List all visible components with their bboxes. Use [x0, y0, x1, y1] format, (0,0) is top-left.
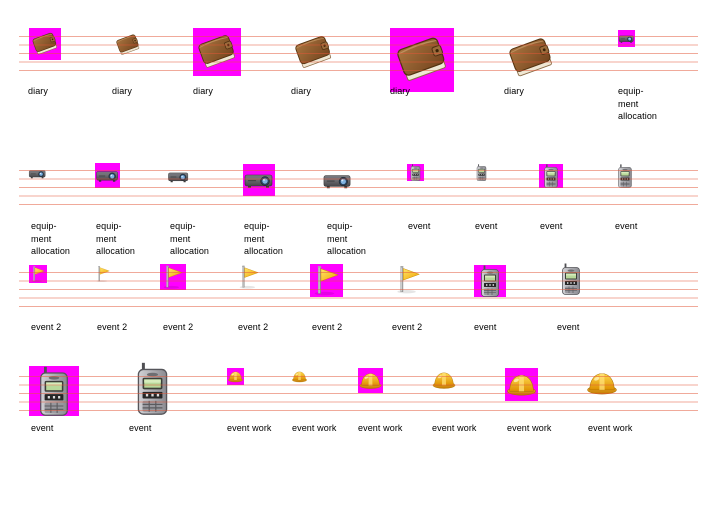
event2-flag-glyph: [310, 264, 343, 297]
icon-label: event work: [358, 423, 403, 433]
equipment-allocation-glyph: [243, 164, 275, 196]
icon-label: event: [615, 221, 638, 231]
event-phone-icon[interactable]: [473, 164, 490, 181]
diary-icon[interactable]: [290, 29, 337, 76]
event2-flag-glyph: [94, 265, 112, 283]
event-work-hat-glyph: [227, 368, 244, 385]
event-work-hat-icon[interactable]: [585, 366, 619, 400]
icon-label: event 2: [97, 322, 128, 332]
icon-label: event 2: [238, 322, 269, 332]
event-work-hat-icon[interactable]: [358, 368, 383, 393]
equipment-allocation-glyph: [618, 30, 635, 47]
icon-label: equip- ment allocation: [96, 221, 136, 256]
equipment-allocation-glyph: [322, 165, 353, 196]
event2-flag-icon[interactable]: [29, 265, 47, 283]
icon-label: event work: [588, 423, 633, 433]
event-phone-glyph: [474, 265, 506, 297]
event-work-hat-glyph: [431, 367, 457, 393]
event-phone-glyph: [613, 164, 637, 188]
event-phone-glyph: [126, 362, 179, 415]
icon-label: equip- ment allocation: [31, 221, 71, 256]
icon-label: event 2: [163, 322, 194, 332]
diary-icon[interactable]: [113, 30, 143, 60]
event-work-hat-icon[interactable]: [505, 368, 538, 401]
event-phone-glyph: [29, 366, 79, 416]
event-work-hat-glyph: [291, 368, 308, 385]
event2-flag-glyph: [29, 265, 47, 283]
icon-label: diary: [112, 86, 133, 96]
icon-label: diary: [390, 86, 411, 96]
icon-label: equip- ment allocation: [170, 221, 210, 256]
icon-label: event: [408, 221, 431, 231]
event-phone-glyph: [539, 164, 563, 188]
icon-label: event: [129, 423, 152, 433]
diary-icon[interactable]: [503, 30, 559, 86]
diary-glyph: [390, 28, 454, 92]
icon-label: event 2: [392, 322, 423, 332]
event-work-hat-icon[interactable]: [291, 368, 308, 385]
diary-glyph: [503, 30, 559, 86]
diary-glyph: [29, 28, 61, 60]
icon-label: event 2: [31, 322, 62, 332]
ruled-lines-row-3: [19, 272, 698, 307]
event2-flag-icon[interactable]: [160, 264, 186, 290]
event-work-hat-glyph: [585, 366, 619, 400]
icon-label: diary: [291, 86, 312, 96]
equipment-allocation-icon[interactable]: [95, 163, 120, 188]
event2-flag-icon[interactable]: [236, 264, 262, 290]
icon-label: event: [31, 423, 54, 433]
diary-glyph: [193, 28, 241, 76]
diary-icon[interactable]: [29, 28, 61, 60]
equipment-allocation-icon[interactable]: [243, 164, 275, 196]
event2-flag-glyph: [160, 264, 186, 290]
ruled-lines-row-2: [19, 170, 698, 205]
icon-label: equip- ment allocation: [244, 221, 284, 256]
diary-glyph: [290, 29, 337, 76]
icon-label: event work: [227, 423, 272, 433]
event2-flag-icon[interactable]: [393, 264, 424, 295]
event-phone-icon[interactable]: [126, 362, 179, 415]
diary-glyph: [113, 30, 143, 60]
event2-flag-glyph: [393, 264, 424, 295]
event-work-hat-glyph: [358, 368, 383, 393]
event-phone-icon[interactable]: [474, 265, 506, 297]
equipment-allocation-icon[interactable]: [28, 164, 47, 183]
event2-flag-icon[interactable]: [310, 264, 343, 297]
icon-label: equip- ment allocation: [618, 86, 658, 121]
event-phone-icon[interactable]: [613, 164, 637, 188]
icon-label: diary: [504, 86, 525, 96]
icon-label: event: [474, 322, 497, 332]
equipment-allocation-glyph: [167, 165, 190, 188]
event-phone-glyph: [407, 164, 424, 181]
diary-icon[interactable]: [390, 28, 454, 92]
icon-label: event work: [432, 423, 477, 433]
icon-label: event work: [507, 423, 552, 433]
event-phone-icon[interactable]: [555, 263, 587, 295]
event-work-hat-glyph: [505, 368, 538, 401]
icon-label: event: [557, 322, 580, 332]
icon-label: diary: [28, 86, 49, 96]
icon-label: event: [475, 221, 498, 231]
equipment-allocation-glyph: [28, 164, 47, 183]
diary-icon[interactable]: [193, 28, 241, 76]
equipment-allocation-icon[interactable]: [618, 30, 635, 47]
event-phone-icon[interactable]: [539, 164, 563, 188]
icon-label: diary: [193, 86, 214, 96]
icon-label: event: [540, 221, 563, 231]
event-phone-glyph: [555, 263, 587, 295]
event-phone-icon[interactable]: [29, 366, 79, 416]
event2-flag-glyph: [236, 264, 262, 290]
icon-label: event work: [292, 423, 337, 433]
equipment-allocation-icon[interactable]: [322, 165, 353, 196]
icon-label: event 2: [312, 322, 343, 332]
event-work-hat-icon[interactable]: [431, 367, 457, 393]
equipment-allocation-glyph: [95, 163, 120, 188]
event2-flag-icon[interactable]: [94, 265, 112, 283]
equipment-allocation-icon[interactable]: [167, 165, 190, 188]
event-phone-icon[interactable]: [407, 164, 424, 181]
event-phone-glyph: [473, 164, 490, 181]
icon-label: equip- ment allocation: [327, 221, 367, 256]
event-work-hat-icon[interactable]: [227, 368, 244, 385]
